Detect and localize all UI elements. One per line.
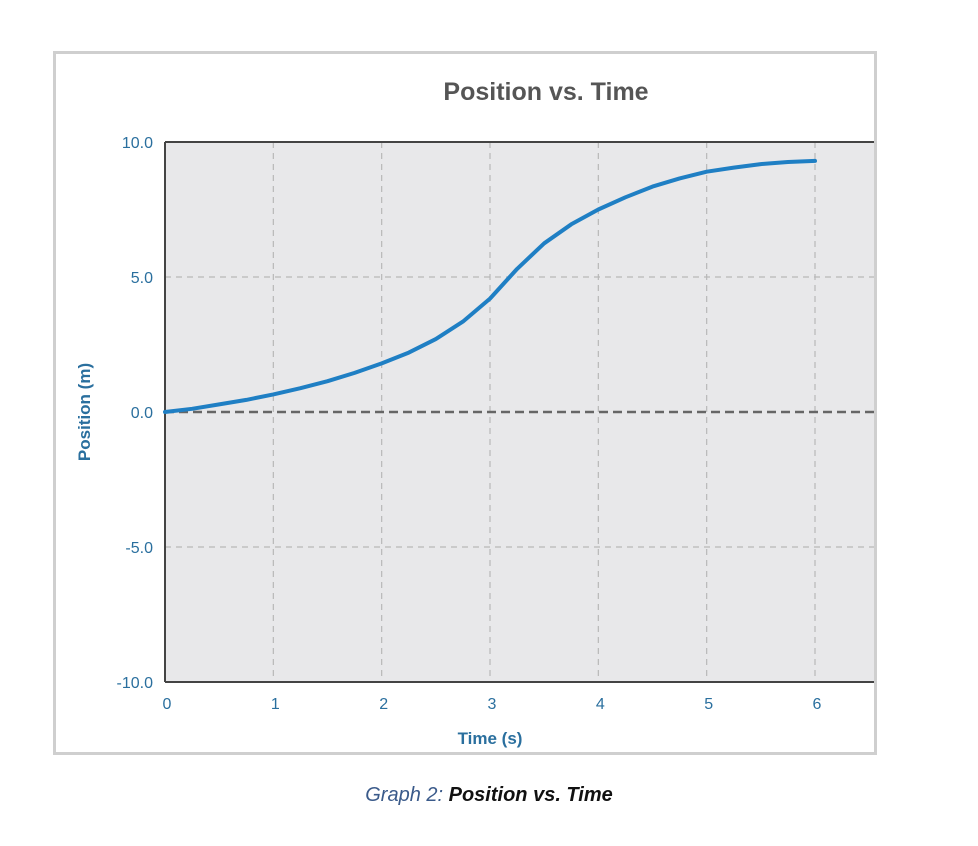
series-line: [163, 158, 817, 414]
x-tick-label: 0: [163, 696, 172, 713]
y-tick-label: 10.0: [122, 135, 153, 152]
x-tick-label: 6: [813, 696, 822, 713]
y-tick-label: -10.0: [117, 675, 154, 692]
position-time-chart: Position vs. Time 0 1 2 3 4 5 6 10.0 5.0 0.0 -5.0 -1…: [75, 78, 874, 748]
chart-frame: Position vs. Time 0 1 2 3 4 5 6 10.0 5.0 0.0 -5.0 -1…: [53, 51, 877, 755]
x-tick-label: 2: [379, 696, 388, 713]
y-tick-label: 5.0: [131, 270, 153, 287]
y-axis-label: Position (m): [75, 363, 94, 461]
x-tick-label: 5: [704, 696, 713, 713]
chart-title: Position vs. Time: [443, 78, 648, 106]
caption-text: Position vs. Time: [448, 784, 613, 806]
x-tick-label: 3: [488, 696, 497, 713]
caption-label: Graph 2:: [365, 784, 444, 806]
x-tick-label: 4: [596, 696, 605, 713]
x-tick-label: 1: [271, 696, 280, 713]
y-tick-label: -5.0: [125, 540, 153, 557]
x-axis-label: Time (s): [458, 729, 523, 748]
figure-caption: Graph 2: Position vs. Time: [0, 784, 978, 807]
y-tick-label: 0.0: [131, 405, 153, 422]
